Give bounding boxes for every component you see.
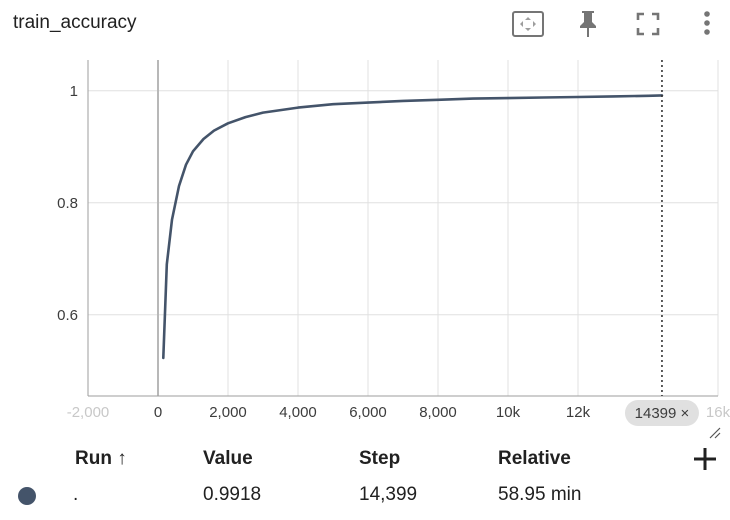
run-relative: 58.95 min [498,484,582,505]
cursor-chip [624,400,699,426]
x-tick-label: 2,000 [209,404,247,421]
run-step: 14,399 [359,484,418,505]
x-tick-label: 0 [154,404,162,421]
y-axis-ticks: 0.6 0.8 1 [57,83,78,324]
fit-domain-button[interactable] [511,8,545,40]
fit-domain-icon [512,11,544,37]
cursor-label: 14399 × [635,405,690,422]
y-tick-label: 0.6 [57,307,78,324]
x-tick-label: 10k [496,404,521,421]
header-value[interactable]: Value [203,448,253,469]
x-tick-label: -2,000 [67,404,110,421]
x-tick-label: 12k [566,404,591,421]
chart-series [162,94,664,360]
y-tick-label: 0.8 [57,195,78,212]
x-tick-label: 4,000 [279,404,317,421]
run-name: . [73,484,79,505]
x-axis-ticks: -2,000 0 2,000 4,000 6,000 8,000 10k 12k 16k [67,404,730,421]
chart-grid [87,60,719,396]
plus-icon [694,448,716,470]
more-vert-icon [704,11,710,35]
run-color-dot [18,487,36,505]
card-header: train_accuracy [0,0,730,50]
add-column-button[interactable] [688,442,722,476]
header-step[interactable]: Step [359,448,401,469]
step-cursor: 14399 × [624,60,721,439]
pin-button[interactable] [571,8,605,40]
resize-handle-icon [709,427,721,439]
more-options-button[interactable] [690,8,724,40]
y-tick-label: 1 [70,83,78,100]
fullscreen-button[interactable] [631,8,665,40]
x-tick-label: 16k [706,404,730,421]
fullscreen-icon [636,12,660,36]
run-value: 0.9918 [203,484,262,505]
chart-axes [87,60,718,397]
header-run[interactable]: Run ↑ [75,448,127,469]
card-title: train_accuracy [13,12,137,33]
pin-icon [580,11,596,37]
x-tick-label: 6,000 [349,404,387,421]
line-chart[interactable]: -2,000 0 2,000 4,000 6,000 8,000 10k 12k 16k 0.6… [0,50,730,440]
x-tick-label: 8,000 [419,404,457,421]
series-line [162,94,664,360]
header-relative[interactable]: Relative [498,448,571,469]
